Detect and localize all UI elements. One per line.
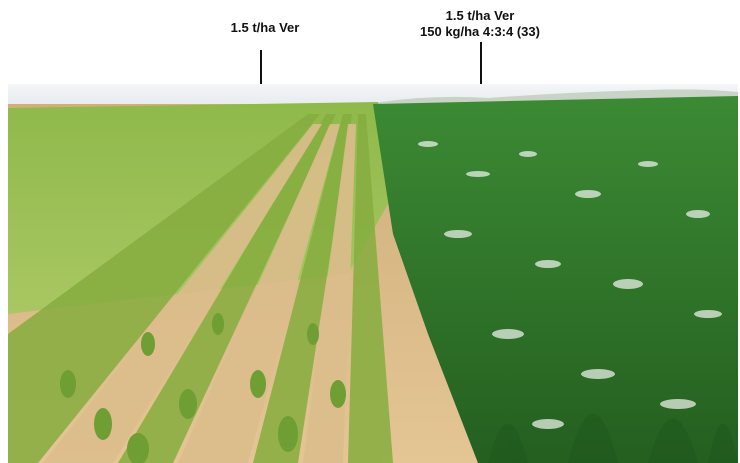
soil-furrows <box>43 124 356 463</box>
annotation-right-line-1: 1.5 t/ha Ver <box>445 8 515 23</box>
dark-crop-field <box>373 96 738 463</box>
annotation-right-treatment: 1.5 t/ha Ver 150 kg/ha 4:3:4 (33) <box>385 8 575 40</box>
annotation-left-treatment: 1.5 t/ha Ver <box>180 20 350 36</box>
seedlings-left <box>60 313 346 463</box>
maize-leaf-shadows <box>488 413 738 463</box>
maize-field-photo <box>8 84 738 463</box>
pale-crop-rows <box>8 114 393 463</box>
annotation-right-line-2: 150 kg/ha 4:3:4 (33) <box>420 24 540 39</box>
maize-leaf-highlights <box>418 141 722 429</box>
annotation-left-line-1: 1.5 t/ha Ver <box>230 20 300 35</box>
